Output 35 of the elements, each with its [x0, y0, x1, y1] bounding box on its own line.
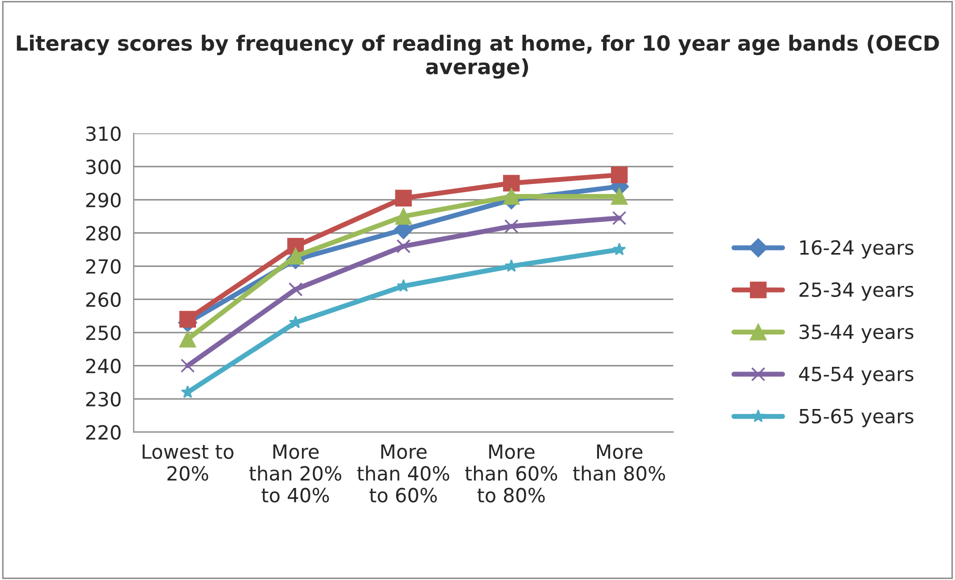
y-tick-label: 240 — [86, 358, 121, 374]
point — [179, 330, 196, 348]
point — [180, 358, 195, 373]
point — [610, 188, 628, 205]
point — [504, 219, 518, 234]
legend-label: 35-44 years — [800, 324, 914, 343]
x-tick-label: More than 80% — [573, 444, 666, 481]
point — [503, 174, 520, 192]
y-tick-label: 230 — [86, 392, 121, 407]
y-tick-label: 220 — [86, 425, 121, 440]
y-tick-label: 300 — [86, 160, 121, 174]
legend-label: 16-24 years — [800, 240, 914, 259]
y-tick-label: 260 — [86, 292, 121, 308]
point — [395, 190, 412, 206]
x-tick-label: More than 60% to 80% — [465, 444, 558, 503]
y-tick-label: 310 — [86, 126, 121, 142]
legend-label: 45-54 years — [799, 366, 914, 386]
point — [287, 248, 304, 265]
x-tick-label: Lowest to 20% — [142, 444, 234, 481]
legend-label: 25-34 years — [800, 282, 914, 301]
x-tick-label: More than 40% to 60% — [357, 444, 450, 503]
point — [612, 210, 626, 226]
point — [610, 166, 628, 184]
legend-label: 55-65 years — [800, 408, 914, 428]
x-tick-label: More than 20% to 40% — [249, 444, 342, 503]
point — [396, 239, 411, 254]
y-tick-label: 290 — [86, 192, 121, 208]
point — [612, 242, 626, 256]
y-tick-label: 270 — [86, 259, 121, 274]
chart-title: Literacy scores by frequency of reading at home, for 10 year age bands (OECD average) — [16, 34, 939, 79]
y-tick-label: 250 — [86, 325, 121, 340]
y-tick-label: 280 — [86, 226, 121, 241]
point — [181, 385, 194, 398]
point — [395, 208, 412, 225]
point — [288, 282, 303, 296]
